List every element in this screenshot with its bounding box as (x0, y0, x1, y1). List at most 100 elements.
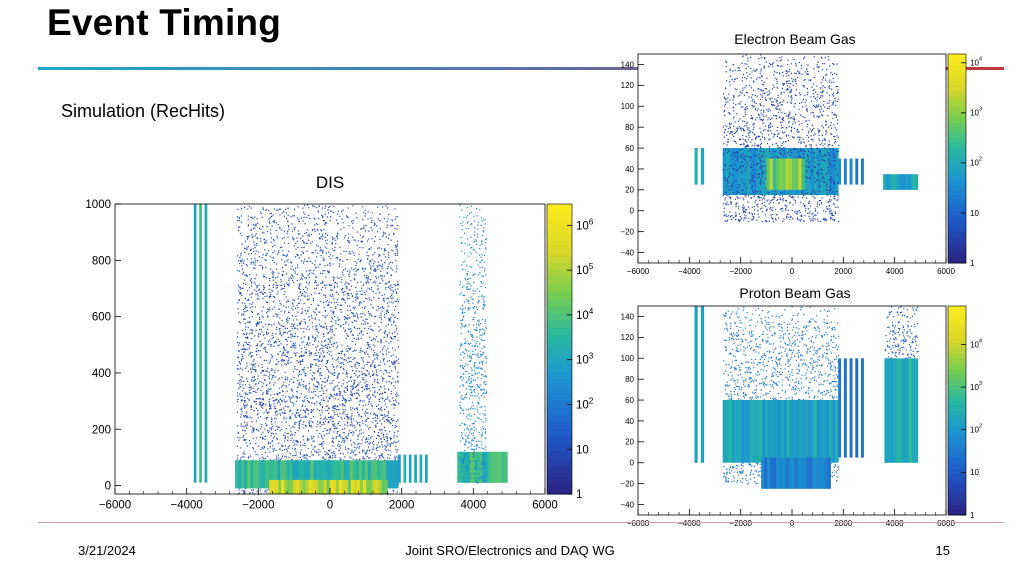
heatmap-cell (462, 351, 464, 353)
heatmap-cell (319, 372, 321, 374)
heatmap-cell (319, 378, 321, 380)
heatmap-cell (371, 374, 373, 376)
title-underline-accent (978, 67, 1004, 70)
heatmap-cell (348, 274, 350, 276)
heatmap-cell (358, 338, 360, 340)
heatmap-cell (474, 462, 476, 464)
heatmap-cell (364, 382, 366, 384)
heatmap-cell (319, 355, 321, 357)
heatmap-cell (384, 459, 386, 461)
heatmap-cell (330, 320, 332, 322)
heatmap-cell (252, 428, 254, 431)
heatmap-cell (242, 384, 244, 386)
heatmap-cell (271, 440, 273, 443)
heatmap-cell (350, 397, 352, 399)
heatmap-cell (366, 438, 368, 440)
heatmap-cell (337, 223, 339, 225)
heatmap-cell (285, 417, 288, 419)
heatmap-cell (387, 444, 389, 446)
heatmap-cell (300, 299, 302, 301)
heatmap-cell (387, 266, 389, 268)
heatmap-cell (283, 230, 285, 232)
heatmap-cell (299, 456, 301, 458)
heatmap-cell (382, 360, 384, 362)
heatmap-cell (466, 288, 468, 290)
heatmap-cell (250, 263, 252, 265)
heatmap-cell (272, 276, 274, 278)
heatmap-cell (303, 242, 305, 244)
heatmap-cell (348, 298, 350, 300)
heatmap-cell (295, 460, 299, 489)
heatmap-cell (332, 280, 334, 282)
heatmap-cell (305, 425, 307, 428)
heatmap-cell (461, 398, 463, 400)
heatmap-cell (469, 460, 471, 462)
heatmap-cell (276, 402, 278, 404)
heatmap-cell (461, 264, 463, 266)
heatmap-cell (237, 341, 239, 343)
heatmap-cell (316, 330, 318, 332)
heatmap-cell (324, 213, 326, 215)
heatmap-cell (390, 320, 392, 322)
heatmap-cell (391, 249, 393, 251)
heatmap-cell (396, 292, 398, 294)
heatmap-cell (364, 415, 366, 417)
heatmap-cell (482, 219, 485, 221)
heatmap-cell (330, 372, 332, 374)
heatmap-cell (340, 259, 342, 261)
heatmap-cell (296, 479, 300, 494)
heatmap-cell (259, 436, 261, 439)
heatmap-cell (318, 233, 320, 235)
heatmap-cell (270, 237, 273, 239)
heatmap-cell (362, 359, 364, 361)
heatmap-cell (463, 373, 465, 375)
heatmap-cell (280, 285, 282, 287)
heatmap-cell (256, 285, 258, 287)
heatmap-cell (238, 286, 240, 288)
heatmap-cell (347, 334, 349, 337)
heatmap-cell (286, 218, 288, 220)
heatmap-cell (252, 390, 254, 393)
heatmap-cell (461, 432, 463, 434)
heatmap-cell (275, 414, 277, 416)
heatmap-cell (395, 291, 398, 293)
heatmap-cell (292, 324, 294, 326)
heatmap-cell (277, 379, 279, 381)
heatmap-cell (307, 309, 309, 311)
heatmap-cell (275, 399, 277, 402)
heatmap-cell (359, 290, 361, 292)
heatmap-cell (240, 261, 242, 263)
heatmap-cell (368, 373, 370, 375)
heatmap-cell (318, 349, 321, 351)
heatmap-cell (356, 298, 358, 300)
heatmap-cell (362, 373, 364, 375)
heatmap-cell (243, 344, 245, 346)
heatmap-cell (292, 413, 294, 415)
heatmap-cell (236, 368, 239, 370)
heatmap-cell (471, 395, 473, 397)
heatmap-cell (469, 389, 471, 391)
heatmap-cell (328, 370, 330, 372)
heatmap-cell (246, 422, 248, 424)
heatmap-cell (336, 427, 338, 429)
heatmap-cell (239, 382, 241, 384)
heatmap-cell (261, 257, 263, 259)
heatmap-cell (238, 349, 240, 352)
heatmap-cell (248, 298, 250, 300)
heatmap-cell (321, 360, 323, 362)
heatmap-cell (329, 428, 331, 430)
heatmap-cell (316, 252, 318, 254)
heatmap-cell (246, 299, 248, 301)
heatmap-cell (353, 381, 355, 384)
heatmap-cell (367, 412, 369, 414)
heatmap-cell (288, 279, 290, 281)
heatmap-cell (461, 242, 463, 244)
heatmap-cell (468, 356, 470, 358)
heatmap-cell (360, 330, 362, 332)
heatmap-cell (317, 284, 319, 286)
heatmap-cell (204, 204, 208, 483)
heatmap-cell (327, 422, 329, 424)
heatmap-cell (347, 207, 349, 209)
heatmap-cell (286, 344, 288, 346)
heatmap-cell (329, 429, 331, 431)
